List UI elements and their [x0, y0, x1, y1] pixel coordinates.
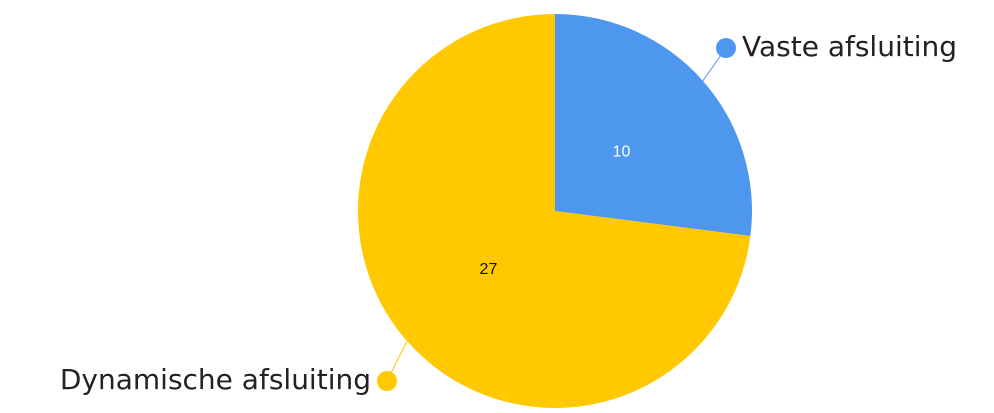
pie-slice-vaste-afsluiting — [555, 14, 752, 237]
legend-dot-vaste-afsluiting — [716, 38, 736, 58]
slice-value-dynamische-afsluiting: 27 — [480, 261, 498, 278]
slices-layer — [358, 14, 752, 408]
slice-values-layer: 10 27 — [480, 144, 631, 278]
slice-value-vaste-afsluiting: 10 — [613, 144, 631, 161]
slice-label-dynamische-afsluiting: Dynamische afsluiting — [60, 363, 371, 396]
slice-labels-layer: Vaste afsluiting Dynamische afsluiting — [60, 30, 957, 396]
slice-label-vaste-afsluiting: Vaste afsluiting — [742, 30, 957, 63]
legend-dot-dynamische-afsluiting — [377, 371, 397, 391]
pie-slice-dynamische-afsluiting — [358, 14, 751, 408]
